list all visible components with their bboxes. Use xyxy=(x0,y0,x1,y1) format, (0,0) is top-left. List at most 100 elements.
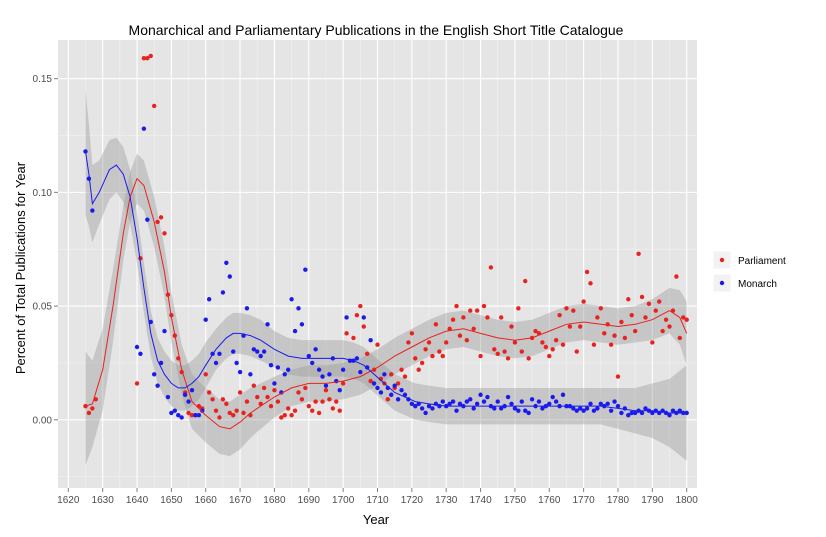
data-point-0 xyxy=(430,353,435,359)
data-point-1 xyxy=(337,388,342,393)
y-axis: 0.00 0.05 0.10 0.15 xyxy=(33,74,58,426)
data-point-0 xyxy=(547,353,552,359)
data-point-1 xyxy=(299,322,305,327)
data-point-0 xyxy=(626,297,631,302)
data-point-1 xyxy=(474,401,480,407)
data-point-0 xyxy=(657,299,662,304)
data-point-0 xyxy=(186,410,191,416)
data-point-1 xyxy=(574,408,579,413)
data-point-1 xyxy=(323,383,329,388)
data-point-0 xyxy=(354,312,360,318)
smooth-line-1 xyxy=(85,151,687,414)
data-point-0 xyxy=(653,308,658,313)
data-point-0 xyxy=(389,372,394,377)
y-tick-label: 0.05 xyxy=(33,302,53,313)
data-point-1 xyxy=(378,390,384,395)
data-point-1 xyxy=(145,217,150,222)
data-point-0 xyxy=(385,397,391,402)
data-point-0 xyxy=(337,408,342,413)
data-point-1 xyxy=(90,208,95,213)
data-point-1 xyxy=(354,356,360,361)
data-point-0 xyxy=(248,413,253,418)
data-point-0 xyxy=(581,299,586,304)
data-point-0 xyxy=(265,394,270,400)
data-point-0 xyxy=(612,333,617,338)
data-point-1 xyxy=(382,372,387,377)
data-point-0 xyxy=(540,340,545,345)
data-point-0 xyxy=(598,306,604,311)
data-point-0 xyxy=(210,397,215,402)
data-point-0 xyxy=(279,415,284,420)
data-point-0 xyxy=(505,356,511,361)
data-point-0 xyxy=(557,312,562,318)
data-point-0 xyxy=(399,367,404,372)
data-point-0 xyxy=(213,408,219,413)
data-point-0 xyxy=(622,335,628,341)
data-point-0 xyxy=(86,410,92,416)
x-tick-label: 1740 xyxy=(469,495,492,506)
data-point-0 xyxy=(577,324,583,329)
y-tick-label: 0.15 xyxy=(33,74,53,85)
data-point-0 xyxy=(588,281,593,286)
data-point-1 xyxy=(344,315,349,320)
data-point-0 xyxy=(591,342,597,347)
data-point-1 xyxy=(186,399,191,404)
data-point-1 xyxy=(200,408,205,413)
data-point-0 xyxy=(340,381,346,386)
data-point-0 xyxy=(296,390,301,395)
data-point-1 xyxy=(629,410,634,416)
data-point-0 xyxy=(492,347,497,352)
data-point-0 xyxy=(93,397,98,402)
data-point-1 xyxy=(468,397,473,402)
data-point-0 xyxy=(261,385,267,391)
data-point-0 xyxy=(282,413,287,418)
data-point-0 xyxy=(433,322,439,327)
data-point-1 xyxy=(248,372,253,377)
smooth-line-0 xyxy=(85,177,688,430)
data-point-0 xyxy=(313,399,318,404)
data-point-1 xyxy=(203,317,208,322)
legend-key-point xyxy=(719,257,725,263)
data-point-1 xyxy=(632,410,638,416)
data-point-0 xyxy=(237,390,243,395)
data-point-0 xyxy=(416,367,421,372)
y-tick-label: 0.10 xyxy=(33,188,53,199)
data-point-1 xyxy=(526,410,531,416)
data-point-1 xyxy=(598,401,604,407)
data-point-1 xyxy=(677,408,683,413)
data-point-1 xyxy=(313,347,318,352)
data-point-1 xyxy=(268,362,274,368)
data-point-0 xyxy=(227,410,232,416)
data-point-1 xyxy=(368,337,373,343)
data-point-1 xyxy=(471,406,476,411)
data-point-0 xyxy=(564,306,569,311)
data-point-0 xyxy=(636,251,641,256)
data-point-1 xyxy=(282,372,287,377)
data-point-1 xyxy=(316,367,322,372)
data-point-0 xyxy=(155,219,160,225)
x-tick-label: 1690 xyxy=(298,495,321,506)
data-point-1 xyxy=(430,406,435,411)
data-point-0 xyxy=(543,344,549,350)
data-point-0 xyxy=(292,408,298,413)
data-point-0 xyxy=(134,381,140,386)
data-point-1 xyxy=(584,406,590,411)
data-point-0 xyxy=(368,378,373,384)
data-point-0 xyxy=(413,356,418,361)
data-point-1 xyxy=(213,360,219,366)
legend-key-point xyxy=(719,280,725,286)
data-point-0 xyxy=(272,388,277,393)
x-tick-label: 1730 xyxy=(435,495,458,506)
data-point-1 xyxy=(419,406,425,411)
data-point-1 xyxy=(595,406,600,411)
data-point-0 xyxy=(375,342,380,347)
data-point-0 xyxy=(474,308,480,313)
data-point-0 xyxy=(402,374,408,379)
data-point-0 xyxy=(632,328,638,334)
data-point-1 xyxy=(492,406,497,411)
legend: Parliament Monarch xyxy=(712,250,786,293)
data-point-1 xyxy=(612,399,617,404)
x-tick-label: 1720 xyxy=(401,495,424,506)
data-point-0 xyxy=(289,413,294,418)
data-point-1 xyxy=(237,369,243,375)
